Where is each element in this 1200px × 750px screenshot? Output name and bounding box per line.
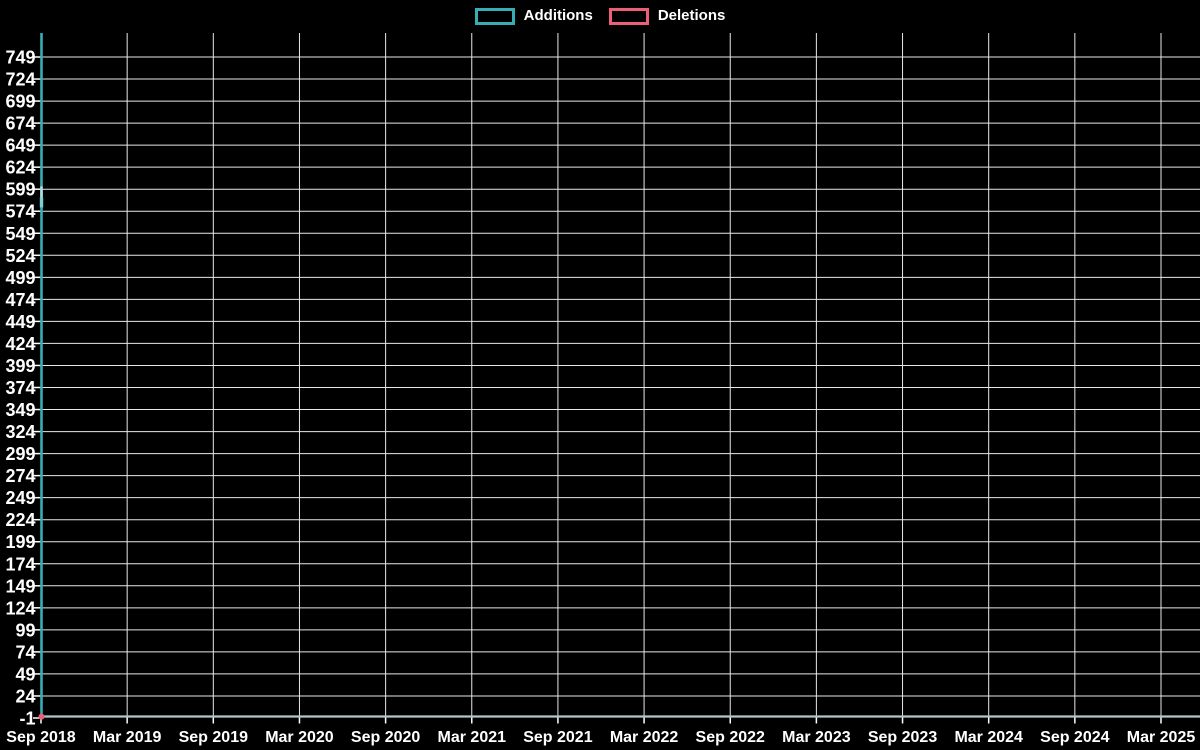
x-tick-label: Sep 2024	[1040, 729, 1109, 746]
legend-label-deletions: Deletions	[657, 7, 726, 24]
y-tick-label: 99	[15, 620, 35, 640]
x-tick-label: Mar 2020	[265, 729, 334, 746]
deletions-swatch	[608, 7, 649, 25]
y-tick-label: 549	[5, 224, 35, 244]
x-tick-label: Sep 2021	[523, 729, 592, 746]
y-tick-label: 374	[5, 378, 35, 398]
y-tick-label: 274	[5, 466, 35, 486]
y-tick-label: 599	[5, 180, 35, 200]
x-tick-label: Sep 2020	[351, 729, 420, 746]
y-tick-label: 474	[5, 290, 35, 310]
y-tick-label: 149	[5, 576, 35, 596]
x-tick-label: Sep 2022	[696, 729, 765, 746]
y-tick-label: 124	[5, 598, 35, 618]
legend-label-additions: Additions	[523, 7, 593, 24]
y-tick-label: 74	[15, 642, 35, 662]
y-tick-label: 199	[5, 532, 35, 552]
y-tick-label: 224	[5, 510, 35, 530]
y-tick-label: -1	[19, 709, 35, 729]
legend-item-additions[interactable]: Additions	[474, 7, 593, 25]
deletions-point	[38, 713, 45, 720]
x-tick-label: Sep 2023	[868, 729, 937, 746]
y-tick-label: 249	[5, 488, 35, 508]
x-tick-label: Sep 2019	[179, 729, 248, 746]
y-tick-label: 624	[5, 158, 35, 178]
x-tick-label: Mar 2021	[438, 729, 507, 746]
y-tick-label: 174	[5, 554, 35, 574]
x-tick-label: Mar 2019	[93, 729, 162, 746]
y-tick-label: 749	[5, 48, 35, 68]
y-tick-label: 724	[5, 70, 35, 90]
y-tick-label: 674	[5, 114, 35, 134]
y-tick-label: 574	[5, 202, 35, 222]
x-tick-label: Mar 2024	[954, 729, 1023, 746]
x-tick-label: Mar 2025	[1127, 729, 1196, 746]
x-tick-label: Sep 2018	[6, 729, 75, 746]
legend-item-deletions[interactable]: Deletions	[608, 7, 726, 25]
y-tick-label: 324	[5, 422, 35, 442]
y-tick-label: 24	[15, 686, 35, 706]
y-tick-label: 524	[5, 246, 35, 266]
y-tick-label: 424	[5, 334, 35, 354]
y-tick-label: 349	[5, 400, 35, 420]
chart-legend: Additions Deletions	[0, 7, 1200, 25]
y-tick-label: 449	[5, 312, 35, 332]
y-tick-label: 399	[5, 356, 35, 376]
y-tick-label: 49	[15, 664, 35, 684]
y-tick-label: 499	[5, 268, 35, 288]
x-tick-label: Mar 2022	[610, 729, 679, 746]
y-tick-label: 649	[5, 136, 35, 156]
y-tick-label: 299	[5, 444, 35, 464]
y-tick-label: 699	[5, 92, 35, 112]
additions-swatch	[474, 7, 515, 25]
x-tick-label: Mar 2023	[782, 729, 851, 746]
